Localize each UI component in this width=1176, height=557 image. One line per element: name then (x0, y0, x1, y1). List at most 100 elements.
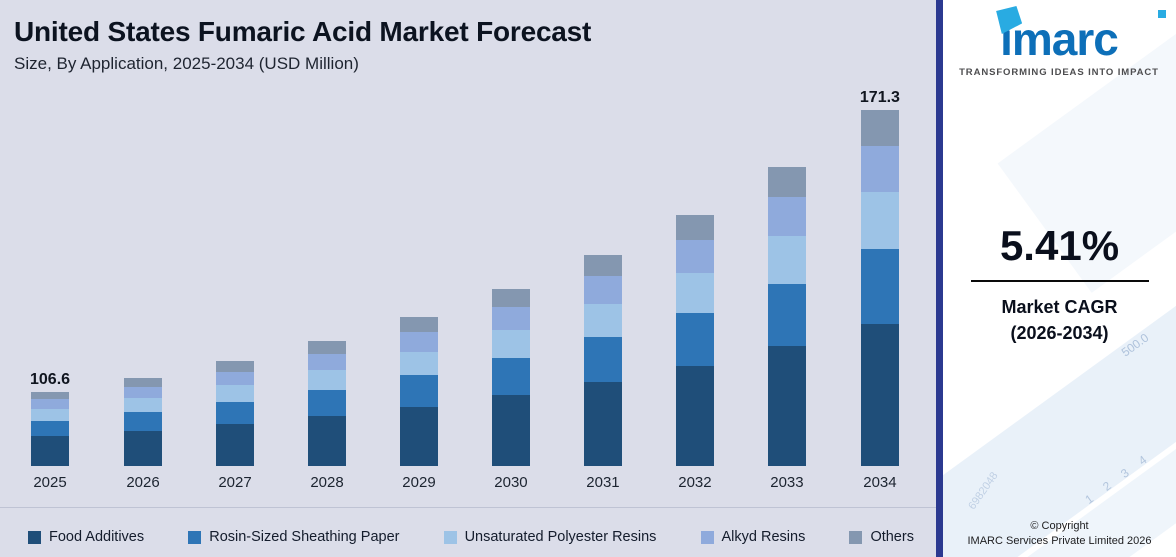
bar-segment-rosin-sized-sheathing-paper (31, 420, 70, 437)
bar-segment-alkyd-resins (31, 399, 70, 410)
bar-segment-others (124, 377, 163, 387)
bar-segment-others (860, 110, 899, 146)
bar-stack (31, 392, 70, 466)
legend-separator-line (0, 507, 936, 508)
legend-label-others: Others (870, 529, 914, 545)
bar-segment-food-additives (767, 346, 806, 466)
legend-chip-rosin-sized-sheathing-paper (188, 530, 202, 544)
bar-segment-others (491, 288, 530, 307)
x-axis-label: 2033 (770, 474, 804, 491)
bar-segment-rosin-sized-sheathing-paper (491, 357, 530, 396)
bar-segment-rosin-sized-sheathing-paper (767, 283, 806, 347)
bar-segment-rosin-sized-sheathing-paper (860, 248, 899, 324)
bar-segment-food-additives (399, 406, 438, 466)
bar-segment-alkyd-resins (767, 197, 806, 236)
chart-subtitle: Size, By Application, 2025-2034 (USD Mil… (14, 54, 359, 73)
side-panel: 500.0 1 2 3 4 6982048 imarc TRANSFORMING… (936, 0, 1176, 557)
imarc-logo: imarc TRANSFORMING IDEAS INTO IMPACT (948, 6, 1170, 78)
bar-stack (491, 288, 530, 466)
bar-stack (675, 214, 714, 466)
bar-group-2034: 171.3 2034 (860, 88, 900, 492)
bar-segment-unsaturated-polyester-resins (583, 303, 622, 338)
bar-segment-rosin-sized-sheathing-paper (216, 401, 255, 424)
bar-segment-unsaturated-polyester-resins (216, 385, 255, 402)
legend-item-rosin-sized-sheathing-paper: Rosin-Sized Sheathing Paper (188, 529, 399, 545)
legend-item-alkyd-resins: Alkyd Resins (700, 529, 806, 545)
x-axis-label: 2031 (586, 474, 620, 491)
x-axis-label: 2025 (33, 474, 67, 491)
legend-chip-unsaturated-polyester-resins (443, 530, 457, 544)
bar-segment-unsaturated-polyester-resins (860, 191, 899, 249)
cagr-block: 5.41% Market CAGR (2026-2034) (943, 222, 1176, 346)
bar-group-2030: 2030 (491, 267, 530, 492)
side-panel-accent-strip (936, 0, 943, 557)
bar-segment-rosin-sized-sheathing-paper (583, 337, 622, 382)
bar-segment-others (675, 214, 714, 241)
bar-group-2026: 2026 (124, 356, 163, 492)
copyright-line2: IMARC Services Private Limited 2026 (967, 535, 1152, 547)
legend-label-rosin-sized-sheathing-paper: Rosin-Sized Sheathing Paper (209, 529, 400, 545)
x-axis-label: 2027 (218, 474, 252, 491)
watermark-dot (1158, 10, 1166, 18)
bar-segment-unsaturated-polyester-resins (491, 329, 530, 358)
bar-stack (216, 361, 255, 466)
imarc-logo-row: imarc (996, 6, 1119, 62)
bar-group-2032: 2032 (675, 193, 714, 492)
cagr-period: (2026-2034) (1010, 323, 1109, 343)
bar-segment-unsaturated-polyester-resins (675, 272, 714, 313)
cagr-value: 5.41% (999, 222, 1120, 269)
bar-segment-others (216, 361, 255, 372)
bar-stack (767, 167, 806, 466)
bar-segment-others (31, 392, 70, 400)
bar-segment-food-additives (124, 430, 163, 466)
bar-segment-food-additives (216, 424, 255, 466)
bar-segment-others (583, 255, 622, 277)
bar-segment-alkyd-resins (675, 240, 714, 273)
bar-segment-rosin-sized-sheathing-paper (399, 375, 438, 407)
bar-segment-unsaturated-polyester-resins (124, 398, 163, 413)
chart-header: United States Fumaric Acid Market Foreca… (14, 16, 591, 74)
legend-label-unsaturated-polyester-resins: Unsaturated Polyester Resins (464, 529, 657, 545)
bar-value-label: 171.3 (859, 89, 900, 107)
bar-group-2029: 2029 (399, 295, 438, 492)
legend-chip-others (849, 530, 863, 544)
bar-segment-food-additives (31, 436, 70, 466)
bar-segment-unsaturated-polyester-resins (31, 409, 70, 421)
legend-label-alkyd-resins: Alkyd Resins (721, 529, 806, 545)
bar-segment-food-additives (491, 395, 530, 466)
legend-item-food-additives: Food Additives (28, 529, 144, 545)
cagr-label: Market CAGR (1001, 297, 1118, 317)
bar-segment-others (767, 167, 806, 198)
copyright-line1: © Copyright (1030, 520, 1089, 532)
copyright-block: © Copyright IMARC Services Private Limit… (943, 519, 1176, 549)
bar-segment-alkyd-resins (491, 306, 530, 330)
bar-segment-alkyd-resins (860, 145, 899, 192)
bar-group-2028: 2028 (308, 319, 346, 492)
bar-segment-rosin-sized-sheathing-paper (308, 389, 346, 417)
x-axis-label: 2026 (126, 474, 160, 491)
bar-segment-alkyd-resins (216, 371, 255, 386)
bar-segment-others (399, 317, 438, 333)
legend: Food Additives Rosin-Sized Sheathing Pape… (28, 529, 914, 545)
bar-segment-food-additives (308, 416, 346, 466)
bar-segment-alkyd-resins (308, 353, 346, 370)
x-axis-label: 2032 (678, 474, 712, 491)
x-axis-label: 2034 (863, 474, 897, 491)
bar-segment-unsaturated-polyester-resins (767, 235, 806, 284)
bar-stack (399, 317, 438, 466)
bar-stack (308, 341, 346, 466)
bars-row: 106.6 2025 2026 2027 2028 2029 2030 2031 2032 203… (30, 88, 900, 492)
bar-group-2033: 2033 (767, 145, 806, 492)
legend-label-food-additives: Food Additives (49, 529, 145, 545)
bar-group-2031: 2031 (583, 233, 622, 492)
x-axis-label: 2029 (402, 474, 436, 491)
bar-segment-alkyd-resins (124, 386, 163, 399)
bar-segment-alkyd-resins (399, 332, 438, 352)
bar-segment-food-additives (583, 381, 622, 466)
bar-segment-food-additives (675, 365, 714, 466)
chart-panel: United States Fumaric Acid Market Foreca… (0, 0, 936, 557)
x-axis-label: 2028 (310, 474, 344, 491)
bar-segment-rosin-sized-sheathing-paper (124, 412, 163, 431)
bar-segment-others (308, 341, 346, 354)
